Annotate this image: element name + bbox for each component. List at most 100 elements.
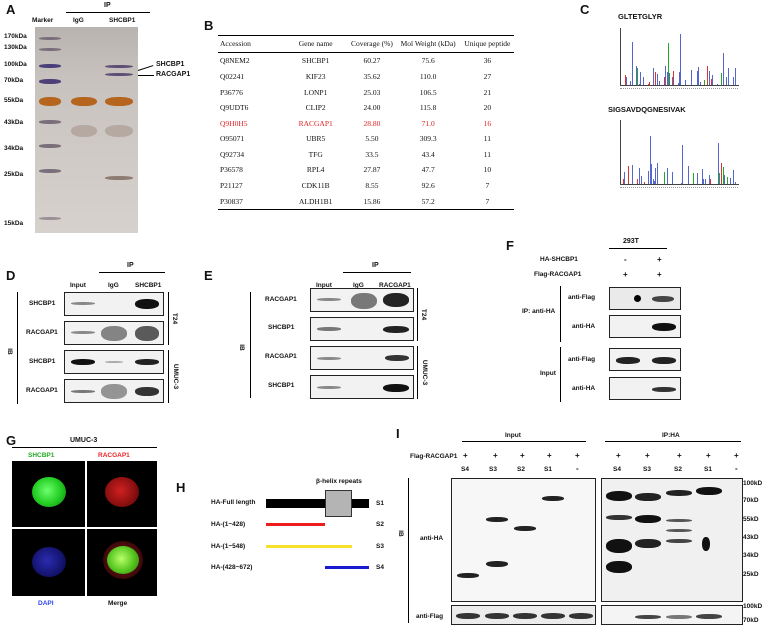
i-input-underline xyxy=(462,441,586,442)
h-construct-1-bar xyxy=(266,499,369,508)
spectrum-peak xyxy=(623,179,624,184)
spectrum-peak xyxy=(723,167,724,184)
table-cell: 28.80 xyxy=(363,118,381,128)
spectrum-peak xyxy=(628,166,629,184)
spectrum-peak xyxy=(655,168,656,184)
spectrum-peak xyxy=(643,77,644,85)
f-blot-4 xyxy=(609,377,681,400)
table-cell: ALDH1B1 xyxy=(283,193,349,210)
i-ip-lane-3: S2 xyxy=(674,466,682,473)
table-cell: P21127 xyxy=(220,181,243,191)
panel-label-i: I xyxy=(396,426,400,441)
i-mw-43: 43kD xyxy=(743,534,759,541)
spectrum-peak xyxy=(700,82,701,85)
f-ip-bracket xyxy=(560,286,561,342)
h-construct-4-bar xyxy=(325,566,369,569)
spectrum-peak xyxy=(657,163,658,184)
marker-band-25 xyxy=(39,169,61,173)
table-cell: 11 xyxy=(483,149,491,159)
ip-light-band xyxy=(105,125,133,137)
gel-marker-130: 130kDa xyxy=(4,44,27,51)
table-cell: RACGAP1 xyxy=(298,118,333,128)
spectrum-peak xyxy=(721,73,722,85)
table-row: Q92734 TFG 33.5 43.4 11 xyxy=(218,147,514,163)
spectrum-peak xyxy=(650,136,651,184)
spectrum-peak xyxy=(678,83,679,85)
panel-label-g: G xyxy=(6,433,17,448)
table-cell: Q9UDT6 xyxy=(220,103,249,113)
i-mw-bottom-70: 70kD xyxy=(743,617,759,624)
e-row-label-3: RACGAP1 xyxy=(265,353,297,360)
table-cell: 36 xyxy=(483,56,492,66)
table-row: P36776 LONP1 25.03 106.5 21 xyxy=(218,84,514,100)
spectrum-peak xyxy=(705,179,706,184)
spectrum-peak xyxy=(719,173,720,184)
spectrum-2-axis-ticks xyxy=(620,187,738,188)
gel-marker-15: 15kDa xyxy=(4,220,24,227)
table-row: Q8NEM2 SHCBP1 60.27 75.6 36 xyxy=(218,53,514,69)
table-cell: P30837 xyxy=(218,193,284,210)
panel-label-d: D xyxy=(6,268,16,283)
table-cell: 43.4 xyxy=(421,149,435,159)
col-mol-weight: Mol Weight (kDa) xyxy=(395,34,461,54)
gel-marker-70: 70kDa xyxy=(4,77,24,84)
table-cell: 10 xyxy=(483,165,492,175)
spectrum-peak xyxy=(667,168,668,184)
d-blot-1 xyxy=(64,292,164,316)
i-mw-bottom-100: 100kD xyxy=(743,603,763,610)
spectrum-peak xyxy=(693,173,694,184)
i-ip-lane-1: S4 xyxy=(613,466,621,473)
spectrum-peak xyxy=(679,72,680,85)
spectrum-peak xyxy=(718,143,719,184)
table-cell: Q02241 xyxy=(220,71,245,81)
h-construct-3-name: HA-(1~548) xyxy=(211,543,246,550)
g-image-merge xyxy=(87,529,157,596)
spectrum-peak xyxy=(717,84,718,85)
table-cell: 110.0 xyxy=(419,71,437,81)
spectrum-peak xyxy=(659,81,660,85)
col-unique-peptide: Unique peptide xyxy=(460,34,514,54)
band-arrow-1 xyxy=(137,65,154,71)
marker-band-70 xyxy=(39,79,61,84)
spectrum-peak xyxy=(682,145,683,184)
spectrum-peak xyxy=(704,80,705,85)
f-input-bracket xyxy=(560,347,561,402)
gel-lane-marker: Marker xyxy=(32,17,54,24)
gel-marker-43: 43kDa xyxy=(4,119,24,126)
i-ip-underline xyxy=(605,441,741,442)
gel-lane-shcbp1: SHCBP1 xyxy=(109,17,136,24)
i-input-blot-ha xyxy=(451,478,596,602)
table-cell: 33.5 xyxy=(365,149,379,159)
f-cell-line-underline xyxy=(609,248,667,249)
d-blot-4 xyxy=(64,379,164,403)
peptide-1-title: GLTETGLYR xyxy=(618,12,663,21)
gel-marker-34: 34kDa xyxy=(4,145,24,152)
i-input-lane-2: S3 xyxy=(489,466,497,473)
d-row-label-1: SHCBP1 xyxy=(29,300,56,307)
spectrum-peak xyxy=(685,80,686,85)
table-cell: KIF23 xyxy=(305,71,326,81)
spectrum-peak xyxy=(673,71,674,85)
spectrum-peak xyxy=(698,67,699,85)
igg-heavy-band xyxy=(71,97,97,106)
spectrum-peak xyxy=(641,176,642,184)
e-ip-header: IP xyxy=(372,262,379,269)
i-mw-25: 25kD xyxy=(743,571,759,578)
i-ip-blot-flag xyxy=(601,605,743,625)
table-cell: 8.55 xyxy=(365,181,379,191)
table-cell: 16 xyxy=(483,118,492,128)
table-cell: O95071 xyxy=(220,134,245,144)
h-construct-3-tag: S3 xyxy=(376,543,384,550)
f-blot-3 xyxy=(609,348,681,371)
i-mw-34: 34kD xyxy=(743,552,759,559)
silver-stain-gel xyxy=(35,27,138,233)
spectrum-peak xyxy=(640,72,641,85)
spectrum-peak xyxy=(712,75,713,85)
spectrum-peak xyxy=(632,42,633,85)
table-row: O95071 UBR5 5.50 309.3 11 xyxy=(218,131,514,147)
g-image-dapi xyxy=(12,529,85,596)
f-blot-label-4: anti-HA xyxy=(572,385,596,392)
d-ip-line xyxy=(99,272,165,273)
f-cell-line: 293T xyxy=(623,238,639,245)
h-construct-1-tag: S1 xyxy=(376,500,384,507)
